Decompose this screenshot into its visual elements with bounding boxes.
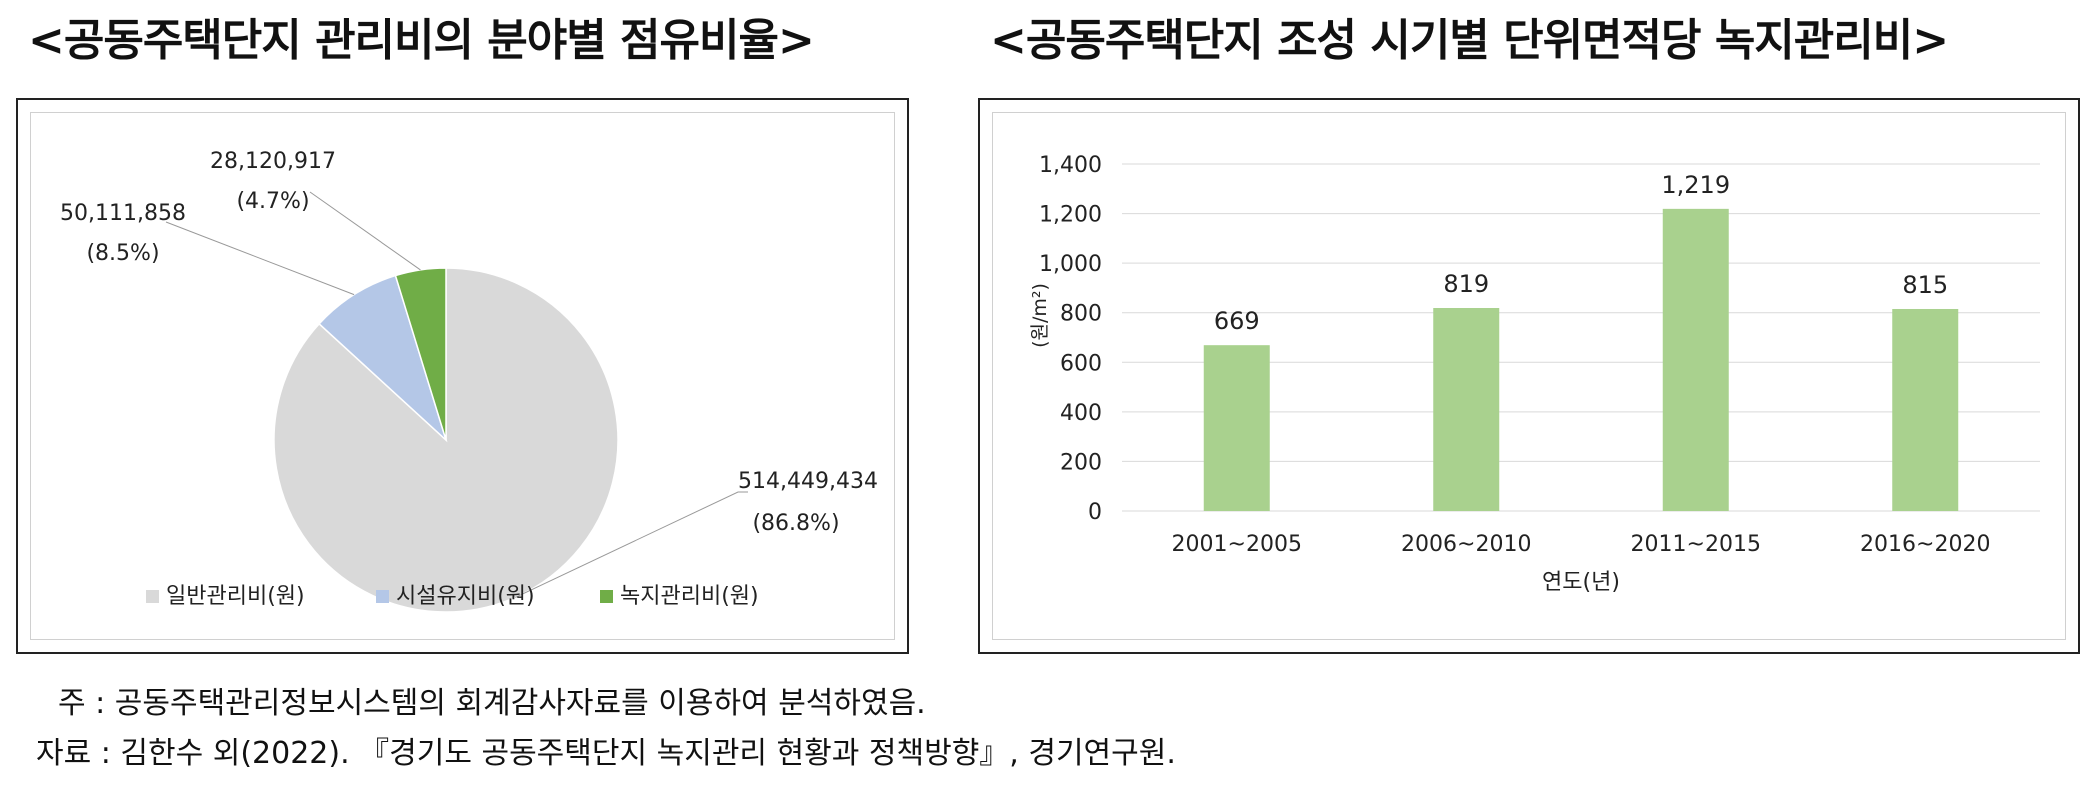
bar: [1203, 345, 1270, 511]
pie-value-label: 514,449,434: [738, 469, 878, 494]
x-tick-label: 2016~2020: [1860, 532, 1990, 557]
x-tick-label: 2001~2005: [1172, 532, 1302, 557]
y-tick-label: 200: [1060, 450, 1102, 475]
legend-swatch: [376, 590, 389, 603]
y-tick-label: 600: [1060, 351, 1102, 376]
bar-chart: 0 200 400 600 800 1,000 1,200 1,400 669 2001~2005…: [1029, 153, 2040, 595]
y-tick-label: 800: [1060, 302, 1102, 327]
bar-chart-frame: 0 200 400 600 800 1,000 1,200 1,400 669 2001~2005…: [978, 98, 2080, 654]
x-axis-label: 연도(년): [1542, 570, 1620, 595]
pie-value-label: 50,111,858: [60, 201, 186, 226]
y-tick-label: 1,400: [1039, 153, 1102, 178]
y-axis-label: (원/m²): [1029, 283, 1051, 348]
pie-chart-area: [30, 112, 895, 640]
pie-slice: [318, 274, 448, 443]
bar-value-label: 669: [1214, 307, 1260, 335]
bar-value-label: 1,219: [1661, 171, 1730, 199]
legend-label: 녹지관리비(원): [620, 584, 759, 609]
y-tick-label: 1,000: [1039, 252, 1102, 277]
bar-chart-area: [992, 112, 2066, 640]
bar-value-label: 815: [1902, 271, 1948, 299]
pie-chart-frame: 514,449,434 (86.8%) 50,111,858 (8.5%) 28,120…: [16, 98, 909, 654]
pie-chart-title: <공동주택단지 관리비의 분야별 점유비율>: [28, 15, 815, 66]
bar-value-label: 819: [1443, 270, 1489, 298]
footnote-note: 주 : 공동주택관리정보시스템의 회계감사자료를 이용하여 분석하였음.: [58, 686, 926, 721]
bar-chart-title: <공동주택단지 조성 시기별 단위면적당 녹지관리비>: [990, 15, 1949, 66]
pie-percent-label: (4.7%): [236, 189, 309, 214]
pie-leader-line: [309, 191, 421, 271]
legend-label: 일반관리비(원): [166, 584, 305, 609]
pie-leader-line: [515, 491, 748, 598]
y-tick-label: 0: [1088, 500, 1102, 525]
footnote-source: 자료 : 김한수 외(2022). 『경기도 공동주택단지 녹지관리 현황과 정…: [36, 736, 1176, 771]
pie-percent-label: (8.5%): [86, 241, 159, 266]
pie-leader-line: [165, 221, 355, 296]
legend-swatch: [146, 590, 159, 603]
pie-slice: [394, 267, 447, 441]
y-tick-label: 1,200: [1039, 203, 1102, 228]
x-tick-label: 2011~2015: [1631, 532, 1761, 557]
y-tick-label: 400: [1060, 401, 1102, 426]
bar: [1662, 208, 1729, 511]
legend-swatch: [600, 590, 613, 603]
pie-percent-label: (86.8%): [752, 511, 839, 536]
pie-value-label: 28,120,917: [210, 149, 336, 174]
pie-chart: 514,449,434 (86.8%) 50,111,858 (8.5%) 28,120…: [60, 149, 878, 613]
bar: [1892, 308, 1959, 511]
legend-label: 시설유지비(원): [396, 584, 535, 609]
bar: [1433, 308, 1500, 511]
x-tick-label: 2006~2010: [1401, 532, 1531, 557]
